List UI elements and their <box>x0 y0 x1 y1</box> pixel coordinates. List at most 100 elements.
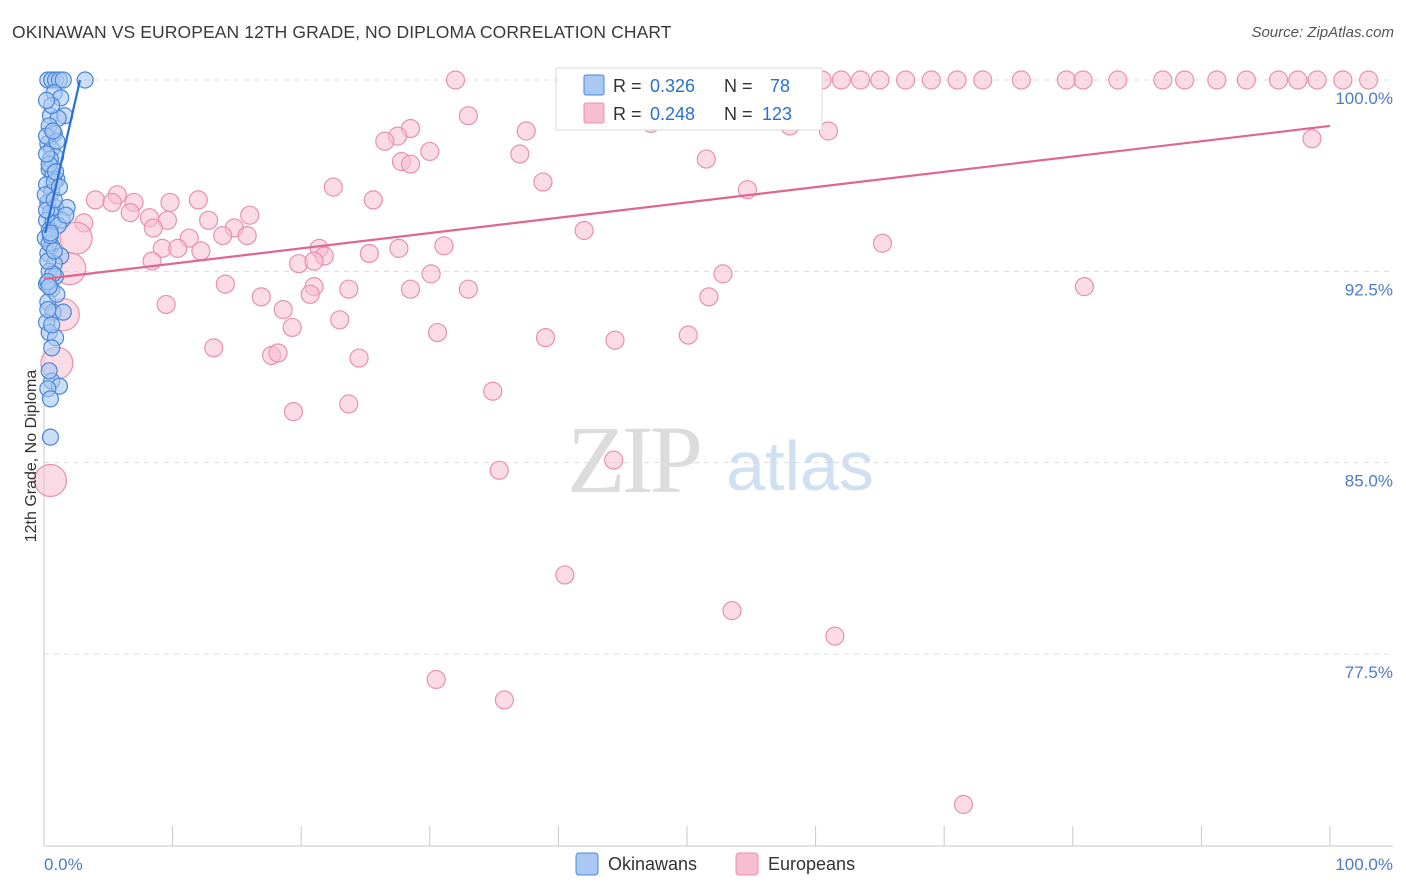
european-point <box>213 226 233 246</box>
european-point <box>831 70 851 90</box>
european-point <box>1236 70 1257 90</box>
trendlines <box>43 79 1331 281</box>
european-point <box>483 381 503 401</box>
european-point <box>1108 70 1128 90</box>
european-point <box>330 310 350 330</box>
european-point <box>304 251 324 271</box>
european-point <box>156 294 176 315</box>
european-point <box>604 450 624 470</box>
european-point <box>273 300 293 320</box>
okinawan-point <box>43 339 61 357</box>
european-point <box>1333 70 1353 90</box>
european-point <box>363 190 383 210</box>
legend-swatch-okinawans <box>583 74 605 96</box>
european-trendline <box>43 124 1331 281</box>
okinawan-point <box>76 71 94 89</box>
european-point <box>389 238 409 258</box>
european-point <box>1358 70 1379 90</box>
european-point <box>204 338 224 358</box>
european-point <box>33 463 68 498</box>
european-point <box>251 287 271 307</box>
bottom-legend-label-europeans[interactable]: Europeans <box>768 854 855 874</box>
european-point <box>359 243 379 264</box>
european-point <box>300 284 320 304</box>
european-point <box>191 241 211 261</box>
european-point <box>1175 70 1195 90</box>
european-point <box>421 264 441 284</box>
bottom-legend-label-okinawans[interactable]: Okinawans <box>608 854 697 874</box>
european-point <box>199 210 219 230</box>
european-point <box>215 274 235 294</box>
european-point <box>896 70 916 90</box>
european-point <box>1011 70 1031 90</box>
correlation-legend: R = 0.326 N = 78 R = 0.248 N = 123 <box>555 67 823 131</box>
european-point <box>851 70 871 90</box>
european-point <box>85 190 106 210</box>
bottom-legend-swatch-europeans[interactable] <box>735 852 759 876</box>
european-point <box>1307 70 1327 90</box>
y-axis-title: 12th Grade, No Diploma <box>23 370 40 543</box>
series-legend: Okinawans Europeans <box>575 852 855 876</box>
european-point <box>458 106 478 126</box>
european-point <box>713 264 733 284</box>
okinawan-point <box>41 428 60 446</box>
european-point <box>494 690 514 710</box>
okinawan-points <box>36 71 94 446</box>
european-point <box>699 287 719 307</box>
european-point <box>282 317 302 338</box>
european-point <box>427 322 448 343</box>
legend-n-value-2: 123 <box>762 104 792 124</box>
european-point <box>188 190 208 210</box>
european-point <box>420 141 440 162</box>
okinawan-point <box>45 242 63 260</box>
european-point <box>973 70 993 90</box>
european-point <box>426 669 446 690</box>
european-point <box>375 131 395 151</box>
european-point <box>1207 70 1227 90</box>
european-point <box>400 279 421 299</box>
european-point <box>240 205 260 225</box>
european-point <box>339 394 359 414</box>
european-point <box>870 70 890 90</box>
european-point <box>818 121 839 141</box>
european-point <box>574 220 594 241</box>
legend-n-label-1: N = <box>724 76 753 96</box>
european-point <box>102 192 122 213</box>
bottom-legend-swatch-okinawans[interactable] <box>575 852 599 876</box>
european-point <box>1153 70 1173 90</box>
watermark-zip: ZIP <box>567 406 700 513</box>
european-point <box>143 218 163 238</box>
okinawan-point <box>44 122 62 140</box>
european-point <box>1074 277 1094 297</box>
european-point <box>323 177 343 197</box>
european-point <box>722 601 742 621</box>
european-point <box>489 460 509 480</box>
european-point <box>516 121 536 141</box>
european-point <box>400 154 421 174</box>
okinawan-point <box>43 316 61 334</box>
european-point <box>921 70 941 90</box>
y-tick-label: 85.0% <box>1345 472 1393 491</box>
european-point <box>825 626 845 646</box>
european-point <box>535 328 556 348</box>
legend-swatch-europeans <box>583 102 605 124</box>
european-points <box>33 70 1379 815</box>
european-point <box>696 149 716 169</box>
okinawan-point <box>54 71 72 89</box>
european-point <box>1302 129 1322 149</box>
x-tick-label-end: 100.0% <box>1335 855 1393 874</box>
european-point <box>533 172 553 192</box>
okinawan-point <box>54 303 72 321</box>
axes <box>43 72 1393 847</box>
legend-n-label-2: N = <box>724 104 753 124</box>
european-point <box>872 233 893 253</box>
okinawan-point <box>37 91 56 110</box>
y-tick-label: 100.0% <box>1335 89 1393 108</box>
legend-n-value-1: 78 <box>770 76 790 96</box>
watermark-atlas: atlas <box>726 427 874 505</box>
okinawan-point <box>57 206 75 224</box>
european-point <box>268 343 288 363</box>
x-tick-label-start: 0.0% <box>44 855 83 874</box>
okinawan-point <box>39 301 57 319</box>
